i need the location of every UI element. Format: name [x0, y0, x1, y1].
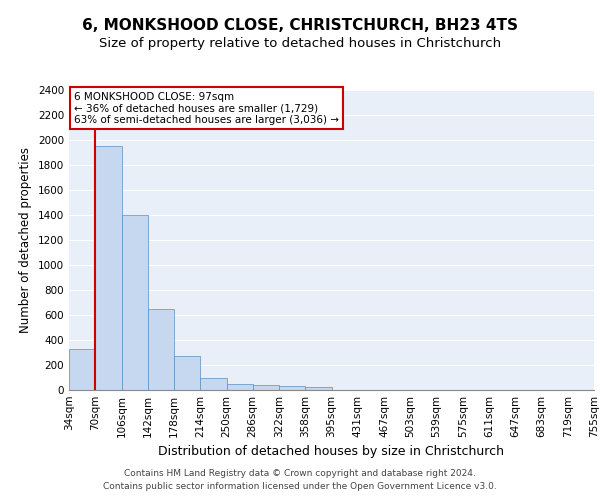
Bar [148, 308, 174, 390]
Bar [279, 386, 305, 390]
Text: Contains public sector information licensed under the Open Government Licence v3: Contains public sector information licen… [103, 482, 497, 491]
Y-axis label: Number of detached properties: Number of detached properties [19, 147, 32, 333]
Bar [121, 215, 148, 390]
Text: 6, MONKSHOOD CLOSE, CHRISTCHURCH, BH23 4TS: 6, MONKSHOOD CLOSE, CHRISTCHURCH, BH23 4… [82, 18, 518, 32]
Bar [253, 385, 279, 390]
Bar [95, 146, 121, 390]
Text: Contains HM Land Registry data © Crown copyright and database right 2024.: Contains HM Land Registry data © Crown c… [124, 468, 476, 477]
Bar [69, 350, 95, 390]
Bar [200, 378, 227, 390]
Text: Size of property relative to detached houses in Christchurch: Size of property relative to detached ho… [99, 38, 501, 51]
Bar [174, 356, 200, 390]
X-axis label: Distribution of detached houses by size in Christchurch: Distribution of detached houses by size … [158, 446, 505, 458]
Bar [305, 387, 331, 390]
Bar [227, 384, 253, 390]
Text: 6 MONKSHOOD CLOSE: 97sqm
← 36% of detached houses are smaller (1,729)
63% of sem: 6 MONKSHOOD CLOSE: 97sqm ← 36% of detach… [74, 92, 339, 124]
